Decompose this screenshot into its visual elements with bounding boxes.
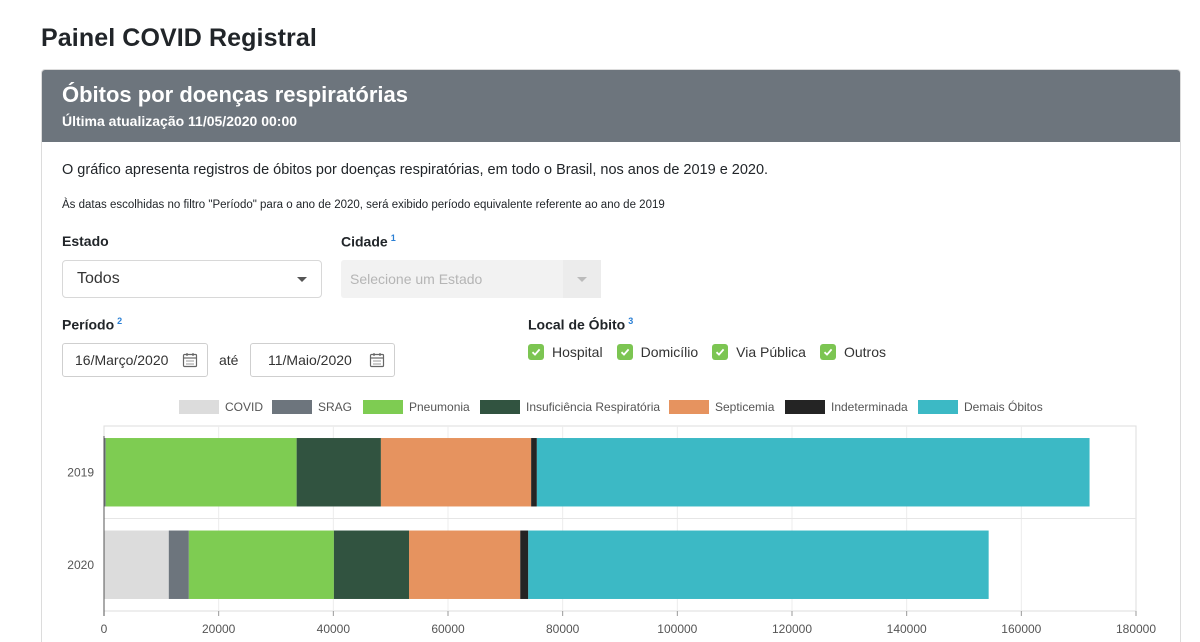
cidade-select-placeholder: Selecione um Estado <box>350 271 483 287</box>
start-date-input[interactable]: 16/Março/2020 <box>62 343 208 377</box>
card-title: Óbitos por doenças respiratórias <box>62 82 408 107</box>
x-tick-label: 80000 <box>546 622 580 636</box>
date-range-separator: até <box>219 352 239 368</box>
periodo-footnote-marker: 2 <box>117 316 123 326</box>
bar-covid-2020 <box>104 530 169 599</box>
legend-swatch <box>272 400 312 414</box>
x-tick-label: 160000 <box>1001 622 1041 636</box>
bar-septicemia-2019 <box>380 438 532 507</box>
legend-item-septicemia[interactable]: Septicemia <box>669 400 774 414</box>
legend-swatch <box>785 400 825 414</box>
bar-demais-obitos-2020 <box>528 530 989 599</box>
legend-label: Pneumonia <box>409 400 470 414</box>
bar-demais-obitos-2019 <box>536 438 1090 507</box>
legend-label: Insuficiência Respiratória <box>526 400 661 414</box>
legend-item-demais-obitos[interactable]: Demais Óbitos <box>918 400 1043 414</box>
period-note: Às datas escolhidas no filtro "Período" … <box>62 199 665 211</box>
page-title: Painel COVID Registral <box>41 24 317 52</box>
legend-item-pneumonia[interactable]: Pneumonia <box>363 400 470 414</box>
cidade-select: Selecione um Estado <box>341 260 601 298</box>
legend-swatch <box>918 400 958 414</box>
bar-srag-2019 <box>104 438 106 507</box>
checkbox-via-publica[interactable]: Via Pública <box>712 344 806 360</box>
bar-srag-2020 <box>168 530 189 599</box>
estado-select[interactable]: Todos <box>62 260 322 298</box>
legend-item-covid[interactable]: COVID <box>179 400 263 414</box>
last-update-text: Última atualização 11/05/2020 00:00 <box>62 113 298 129</box>
legend-swatch <box>669 400 709 414</box>
card-header: Óbitos por doenças respiratórias Última … <box>42 70 1180 142</box>
periodo-label: Período 2 <box>62 316 123 333</box>
cidade-footnote-marker: 1 <box>390 233 396 243</box>
estado-select-value: Todos <box>77 270 120 287</box>
x-tick-label: 0 <box>101 622 108 636</box>
check-icon[interactable] <box>712 344 729 360</box>
local-obito-label: Local de Óbito 3 <box>528 316 634 333</box>
x-tick-label: 20000 <box>202 622 236 636</box>
bar-indeterminada-2020 <box>520 530 529 599</box>
x-tick-label: 60000 <box>431 622 465 636</box>
legend-label: Demais Óbitos <box>964 400 1043 414</box>
cidade-select-caret <box>563 260 601 298</box>
calendar-icon[interactable] <box>369 352 385 368</box>
legend-label: Indeterminada <box>831 400 908 414</box>
checkbox-via-publica-label: Via Pública <box>736 344 806 360</box>
bar-insuficiencia-respiratoria-2020 <box>333 530 410 599</box>
legend-swatch <box>179 400 219 414</box>
checkbox-domicilio[interactable]: Domicílio <box>616 344 699 360</box>
local-obito-checkboxes: Hospital Domicílio Via Pública Outros <box>528 344 900 360</box>
bar-pneumonia-2020 <box>188 530 334 599</box>
cidade-label: Cidade 1 <box>341 233 396 250</box>
checkbox-domicilio-label: Domicílio <box>640 344 699 360</box>
legend-swatch <box>480 400 520 414</box>
legend-label: COVID <box>225 400 264 414</box>
end-date-input[interactable]: 11/Maio/2020 <box>250 343 395 377</box>
legend-item-srag[interactable]: SRAG <box>272 400 352 414</box>
checkbox-outros[interactable]: Outros <box>819 344 886 360</box>
bar-insuficiencia-respiratoria-2019 <box>296 438 381 507</box>
legend-item-indeterminada[interactable]: Indeterminada <box>785 400 908 414</box>
chart-legend: COVID SRAG Pneumonia Insuficiência Respirat… <box>0 400 1200 416</box>
checkbox-hospital-label: Hospital <box>552 344 603 360</box>
legend-swatch <box>363 400 403 414</box>
x-tick-label: 40000 <box>317 622 351 636</box>
start-date-value: 16/Março/2020 <box>75 352 169 368</box>
x-tick-label: 180000 <box>1116 622 1156 636</box>
chart-description: O gráfico apresenta registros de óbitos … <box>62 162 769 178</box>
y-category-label: 2019 <box>67 465 94 479</box>
end-date-value: 11/Maio/2020 <box>268 352 352 368</box>
estado-label: Estado <box>62 233 109 249</box>
x-tick-label: 120000 <box>772 622 812 636</box>
x-tick-label: 100000 <box>657 622 697 636</box>
bar-indeterminada-2019 <box>531 438 537 507</box>
check-icon[interactable] <box>616 344 633 360</box>
checkbox-outros-label: Outros <box>843 344 886 360</box>
local-footnote-marker: 3 <box>628 316 634 326</box>
calendar-icon[interactable] <box>182 352 198 368</box>
check-icon[interactable] <box>819 344 836 360</box>
y-category-label: 2020 <box>67 558 94 572</box>
checkbox-hospital[interactable]: Hospital <box>528 344 603 360</box>
check-icon[interactable] <box>528 344 544 360</box>
legend-item-insuficiencia-respiratoria[interactable]: Insuficiência Respiratória <box>480 400 660 414</box>
chevron-down-icon <box>577 276 587 282</box>
x-tick-label: 140000 <box>887 622 927 636</box>
bar-septicemia-2020 <box>409 530 521 599</box>
legend-label: Septicemia <box>715 400 775 414</box>
legend-label: SRAG <box>318 400 353 414</box>
bar-pneumonia-2019 <box>105 438 297 507</box>
chevron-down-icon <box>297 276 307 282</box>
